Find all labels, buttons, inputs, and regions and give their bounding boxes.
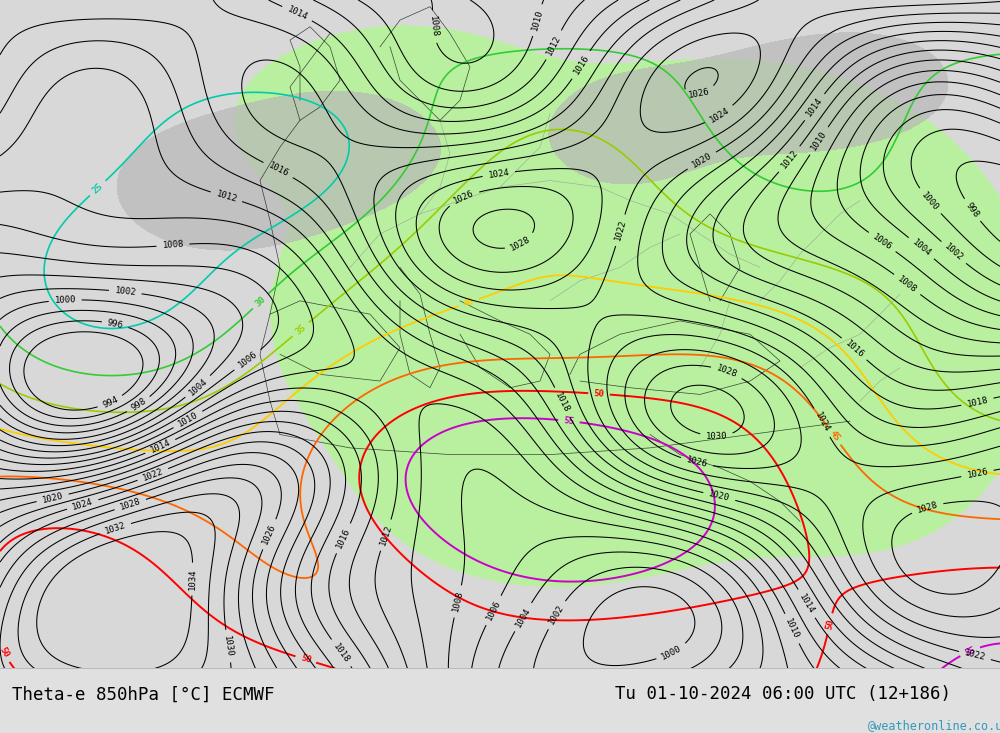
Text: 1012: 1012: [779, 148, 800, 170]
Text: 1026: 1026: [685, 455, 708, 469]
Text: 30: 30: [254, 294, 268, 308]
Text: 1000: 1000: [660, 644, 683, 661]
Text: 1006: 1006: [485, 599, 502, 622]
Text: 50: 50: [299, 654, 312, 666]
Text: 1004: 1004: [514, 605, 532, 629]
Text: 1022: 1022: [613, 218, 628, 242]
Text: 1016: 1016: [335, 527, 352, 550]
Text: 1014: 1014: [286, 4, 309, 22]
Text: 55: 55: [563, 416, 575, 426]
Text: 1022: 1022: [141, 467, 165, 482]
Text: 1002: 1002: [943, 242, 965, 263]
Text: 1014: 1014: [149, 438, 172, 455]
Text: Theta-e 850hPa [°C] ECMWF: Theta-e 850hPa [°C] ECMWF: [12, 685, 274, 703]
Text: 1026: 1026: [966, 467, 989, 480]
Text: 1010: 1010: [176, 410, 200, 429]
Text: @weatheronline.co.uk: @weatheronline.co.uk: [868, 719, 1000, 732]
Text: 1024: 1024: [708, 106, 731, 125]
Text: 1020: 1020: [41, 491, 64, 504]
Text: 1028: 1028: [509, 235, 532, 253]
Text: 1016: 1016: [571, 54, 591, 76]
Text: 1008: 1008: [162, 240, 184, 251]
Text: 1020: 1020: [708, 490, 731, 504]
Text: 1034: 1034: [188, 568, 197, 590]
Text: 1006: 1006: [236, 350, 259, 370]
Text: 35: 35: [294, 323, 308, 336]
Text: 1016: 1016: [267, 161, 290, 179]
Text: 1000: 1000: [919, 190, 940, 213]
Text: 1024: 1024: [487, 168, 510, 180]
Text: 1030: 1030: [222, 635, 234, 658]
Text: 1000: 1000: [54, 295, 76, 305]
Text: 50: 50: [0, 646, 10, 660]
Text: 994: 994: [101, 394, 119, 410]
Text: 1010: 1010: [783, 617, 801, 641]
Text: 998: 998: [964, 201, 980, 219]
Text: 1002: 1002: [547, 603, 566, 627]
Text: 40: 40: [462, 297, 475, 309]
Text: 1002: 1002: [114, 287, 136, 298]
Text: 25: 25: [91, 181, 105, 195]
Text: 1032: 1032: [104, 520, 127, 536]
Text: 1018: 1018: [553, 391, 571, 414]
Text: 1010: 1010: [530, 9, 545, 32]
Text: 1010: 1010: [809, 130, 829, 152]
Text: 1022: 1022: [963, 649, 986, 663]
Text: 1028: 1028: [916, 500, 939, 515]
Text: 1016: 1016: [843, 339, 865, 359]
Text: 1018: 1018: [331, 641, 351, 664]
Text: 50: 50: [593, 389, 605, 399]
Text: 996: 996: [106, 318, 124, 330]
Text: 55: 55: [963, 645, 977, 658]
Text: 1004: 1004: [910, 237, 933, 259]
Text: 1006: 1006: [871, 232, 894, 252]
Text: 1012: 1012: [378, 523, 394, 547]
Text: 1026: 1026: [261, 523, 278, 546]
Text: 1014: 1014: [805, 96, 825, 119]
Text: 1004: 1004: [187, 376, 209, 397]
Text: Tu 01-10-2024 06:00 UTC (12+186): Tu 01-10-2024 06:00 UTC (12+186): [615, 685, 951, 703]
Text: 1024: 1024: [813, 411, 831, 434]
Text: 1008: 1008: [451, 590, 465, 613]
Text: 998: 998: [129, 397, 148, 413]
Text: 1008: 1008: [896, 274, 919, 295]
Text: 1020: 1020: [690, 151, 713, 170]
Text: 50: 50: [824, 617, 835, 630]
Text: 1012: 1012: [545, 34, 563, 56]
Text: 1012: 1012: [215, 189, 238, 205]
Text: 1026: 1026: [688, 87, 711, 100]
Text: 1008: 1008: [427, 15, 439, 38]
Text: 45: 45: [828, 429, 841, 443]
Text: 1028: 1028: [119, 497, 142, 512]
Text: 1028: 1028: [715, 364, 738, 380]
Text: 1014: 1014: [797, 592, 816, 615]
Text: 1024: 1024: [71, 497, 94, 512]
Text: 1026: 1026: [452, 189, 475, 206]
Text: 1030: 1030: [706, 431, 727, 441]
Text: 1018: 1018: [966, 395, 989, 408]
